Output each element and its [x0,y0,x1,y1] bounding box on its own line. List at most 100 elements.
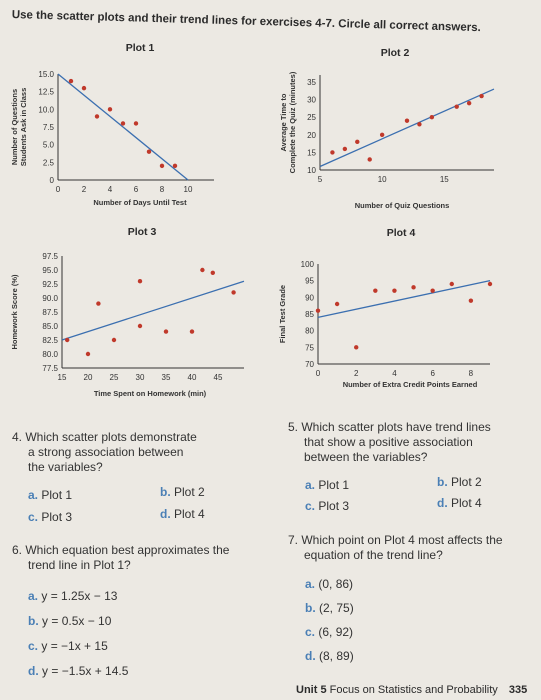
option-text: Plot 2 [174,485,205,499]
question-7: 7. Which point on Plot 4 most affects th… [288,533,503,563]
option-letter: c. [28,639,39,653]
y-axis-label: Complete the Quiz (minutes) [288,71,297,173]
q5-option-b[interactable]: b. Plot 2 [437,475,482,489]
x-tick-label: 2 [354,369,359,378]
x-tick-label: 2 [82,185,87,194]
y-tick-label: 75 [305,343,314,352]
y-tick-label: 0 [50,176,55,185]
instructions: Use the scatter plots and their trend li… [11,8,481,35]
q7-option-a[interactable]: a. (0, 86) [305,577,353,591]
q4-option-b[interactable]: b. Plot 2 [160,485,205,499]
data-point [411,285,416,290]
footer-unit: Unit 5 [296,684,327,696]
option-letter: b. [28,614,39,628]
question-5-number: 5. [288,420,299,434]
y-tick-label: 5.0 [43,141,55,150]
option-text: y = 0.5x − 10 [42,614,112,628]
trend-line [61,280,245,341]
question-4: 4. Which scatter plots demonstrate a str… [12,430,197,475]
page-number: 335 [508,684,528,696]
data-point [367,157,372,162]
x-tick-label: 4 [108,185,113,194]
question-6-text-line: Which equation best approximates the [25,543,230,557]
y-tick-label: 82.5 [42,336,58,345]
q5-option-d[interactable]: d. Plot 4 [437,496,482,510]
question-7-number: 7. [288,533,299,547]
question-6-number: 6. [12,543,23,557]
data-point [231,290,236,295]
y-tick-label: 87.5 [42,308,58,317]
y-tick-label: 70 [305,360,314,369]
y-axis-label: Students Ask in Class [19,88,28,167]
data-point [85,351,91,357]
data-point [163,329,169,334]
x-tick-label: 35 [162,373,171,382]
plot3-chart: 15 20 25 30 35 40 45 77.5 80.0 82.5 85.0 87.5 90.0 92… [10,252,245,398]
question-5-text-line: that show a positive association [304,435,473,449]
x-tick-label: 8 [469,369,474,378]
option-text: (8, 89) [319,649,354,663]
option-text: Plot 3 [318,499,350,513]
data-point [96,301,101,306]
data-point [468,298,474,303]
option-letter: d. [305,649,316,663]
data-point [373,288,378,293]
option-letter: d. [160,507,171,521]
plot4-chart: 0 2 4 6 8 70 75 80 85 90 95 100 Number of Extra Cred… [278,260,493,389]
q4-option-c[interactable]: c. Plot 3 [28,510,72,524]
data-point [81,85,87,91]
data-point [111,337,117,343]
x-axis-label: Time Spent on Homework (min) [94,389,207,398]
option-letter: a. [28,589,39,603]
data-point [404,118,410,123]
x-tick-label: 10 [184,185,193,194]
option-text: Plot 1 [318,478,350,492]
data-point [107,107,113,112]
option-letter: b. [160,485,171,499]
data-point [172,163,178,169]
option-letter: d. [437,496,448,510]
y-tick-label: 100 [301,260,315,269]
q7-option-d[interactable]: d. (8, 89) [305,649,354,663]
q5-option-a[interactable]: a. Plot 1 [305,478,349,492]
x-tick-label: 6 [430,369,435,378]
y-tick-label: 95 [305,277,314,286]
q4-option-d[interactable]: d. Plot 4 [160,507,205,521]
option-text: (0, 86) [318,577,354,591]
q6-option-d[interactable]: d. y = −1.5x + 14.5 [28,664,128,678]
option-letter: b. [437,475,448,489]
data-point [133,121,139,126]
q6-option-b[interactable]: b. y = 0.5x − 10 [28,614,111,628]
data-point [159,163,165,169]
data-point [342,146,348,152]
data-point [65,337,70,343]
question-7-text-line: equation of the trend line? [304,548,443,562]
y-tick-label: 90 [305,293,314,302]
data-point [487,281,493,287]
question-5-text-line: between the variables? [304,450,428,464]
x-tick-label: 25 [110,373,119,382]
question-4-number: 4. [12,430,23,444]
data-point [430,288,435,293]
q7-option-b[interactable]: b. (2, 75) [305,601,354,615]
q7-option-c[interactable]: c. (6, 92) [305,625,353,639]
trend-line [319,88,495,168]
q6-option-a[interactable]: a. y = 1.25x − 13 [28,589,117,603]
q4-option-a[interactable]: a. Plot 1 [28,488,72,502]
y-tick-label: 80 [305,327,314,336]
data-point [68,78,74,84]
q6-option-c[interactable]: c. y = −1x + 15 [28,639,108,653]
question-5-text-line: Which scatter plots have trend lines [301,420,491,434]
option-letter: a. [305,577,316,591]
option-text: Plot 4 [174,507,205,521]
q5-option-c[interactable]: c. Plot 3 [305,499,349,513]
y-tick-label: 85.0 [42,322,58,331]
data-point [479,93,484,99]
x-axis-label: Number of Extra Credit Points Earned [343,380,478,389]
question-7-text-line: Which point on Plot 4 most affects the [301,533,503,547]
y-tick-label: 7.5 [43,123,55,132]
x-tick-label: 40 [188,373,197,382]
x-axis-label: Number of Days Until Test [93,198,187,207]
data-point [120,121,126,126]
